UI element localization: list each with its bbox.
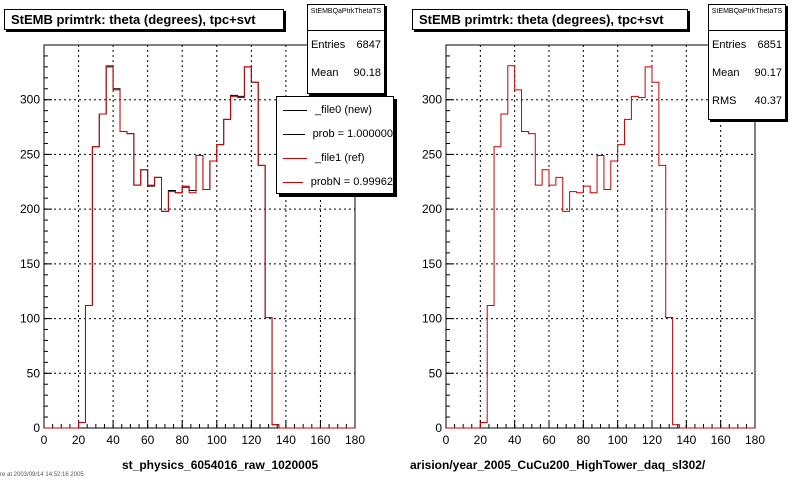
- left-stats-mean-row: Mean 90.18: [308, 59, 384, 87]
- legend-label-file1: _file1 (ref): [315, 152, 365, 164]
- right-chart-panel: 0 20 40 60 80 100 120 140 160 180 0 50 100 150 200 250 3…: [400, 0, 800, 480]
- legend-label-probn: probN = 0.99962: [310, 176, 393, 188]
- x-tick-label: 0: [41, 433, 48, 447]
- x-tick-label: 40: [106, 433, 120, 447]
- legend-mark-probn: [283, 181, 303, 183]
- legend-mark-file0: [283, 109, 307, 111]
- right-chart-title: StEMB primtrk: theta (degrees), tpc+svt: [412, 9, 688, 30]
- legend-item-probn: probN = 0.99962: [277, 170, 393, 193]
- y-tick-label: 150: [20, 257, 40, 271]
- right-entries-label: Entries: [712, 39, 747, 51]
- y-tick-label: 200: [20, 202, 40, 216]
- right-mean-value: 90.17: [754, 67, 782, 79]
- right-rms-label: RMS: [712, 95, 737, 107]
- left-stats-header: StEMBQaPtrkThetaTS: [308, 5, 384, 31]
- left-chart-panel: 0 20 40 60 80 100 120 140 160 180 0 50 100 150 200 250 3…: [4, 4, 394, 472]
- x-tick-label: 180: [745, 433, 765, 447]
- y-tick-label: 50: [429, 366, 443, 380]
- x-tick-label: 20: [72, 433, 86, 447]
- left-mean-label: Mean: [311, 67, 339, 79]
- right-stats-box: StEMBQaPtrkThetaTS Entries 6851 Mean 90.…: [708, 4, 786, 120]
- y-tick-label: 150: [422, 257, 442, 271]
- x-tick-label: 100: [608, 433, 628, 447]
- footer-text: re at 2003/09/14 14:52:16 2005: [0, 472, 84, 478]
- legend-item-file0: _file0 (new): [277, 98, 393, 122]
- right-entries-value: 6851: [757, 39, 782, 51]
- right-rms-value: 40.37: [754, 95, 782, 107]
- left-entries-value: 6847: [356, 39, 381, 51]
- left-x-axis-name: st_physics_6054016_raw_1020005: [122, 458, 319, 472]
- histogram-series-ref: [44, 65, 355, 429]
- y-tick-label: 250: [20, 147, 40, 161]
- left-histogram: 0 20 40 60 80 100 120 140 160 180 0 50 100 150 200 250 3…: [20, 44, 365, 447]
- legend-label-prob: prob = 1.000000: [312, 128, 393, 140]
- y-tick-label: 200: [422, 202, 442, 216]
- right-stats-entries-row: Entries 6851: [709, 31, 785, 59]
- right-x-axis-name: arision/year_2005_CuCu200_HighTower_daq_…: [410, 458, 706, 472]
- legend-mark-file1: [283, 157, 307, 159]
- y-tick-label: 300: [422, 93, 442, 107]
- left-mean-value: 90.18: [353, 67, 381, 79]
- x-tick-label: 20: [474, 433, 488, 447]
- x-tick-label: 80: [176, 433, 190, 447]
- y-tick-label: 0: [435, 421, 442, 435]
- left-entries-label: Entries: [311, 39, 346, 51]
- y-tick-label: 300: [20, 93, 40, 107]
- x-tick-label: 140: [276, 433, 296, 447]
- right-histogram: 0 20 40 60 80 100 120 140 160 180 0 50 100 150 200 250 3…: [422, 44, 765, 447]
- x-tick-label: 120: [642, 433, 662, 447]
- right-stats-header: StEMBQaPtrkThetaTS: [709, 5, 785, 31]
- legend-item-file1: _file1 (ref): [277, 146, 393, 170]
- left-stats-entries-row: Entries 6847: [308, 31, 384, 59]
- x-tick-label: 60: [542, 433, 556, 447]
- left-chart-title: StEMB primtrk: theta (degrees), tpc+svt: [4, 9, 284, 30]
- x-tick-label: 60: [141, 433, 155, 447]
- right-mean-label: Mean: [712, 67, 740, 79]
- x-tick-label: 140: [676, 433, 696, 447]
- x-tick-label: 120: [241, 433, 261, 447]
- x-tick-label: 40: [508, 433, 522, 447]
- y-tick-label: 250: [422, 147, 442, 161]
- histogram-series-ref: [446, 65, 755, 429]
- legend-label-file0: _file0 (new): [315, 104, 372, 116]
- x-tick-label: 0: [443, 433, 450, 447]
- x-tick-label: 160: [711, 433, 731, 447]
- legend-item-prob: prob = 1.000000: [277, 122, 393, 146]
- right-stats-rms-row: RMS 40.37: [709, 87, 785, 115]
- left-stats-box: StEMBQaPtrkThetaTS Entries 6847 Mean 90.…: [307, 4, 385, 94]
- y-tick-label: 0: [33, 421, 40, 435]
- y-tick-label: 100: [20, 312, 40, 326]
- y-tick-label: 50: [27, 366, 41, 380]
- x-tick-label: 100: [207, 433, 227, 447]
- x-tick-label: 180: [345, 433, 365, 447]
- legend-mark-prob: [283, 133, 305, 135]
- x-tick-label: 160: [310, 433, 330, 447]
- left-legend: _file0 (new) prob = 1.000000 _file1 (ref…: [276, 96, 394, 194]
- y-tick-label: 100: [422, 312, 442, 326]
- right-stats-mean-row: Mean 90.17: [709, 59, 785, 87]
- x-tick-label: 80: [577, 433, 591, 447]
